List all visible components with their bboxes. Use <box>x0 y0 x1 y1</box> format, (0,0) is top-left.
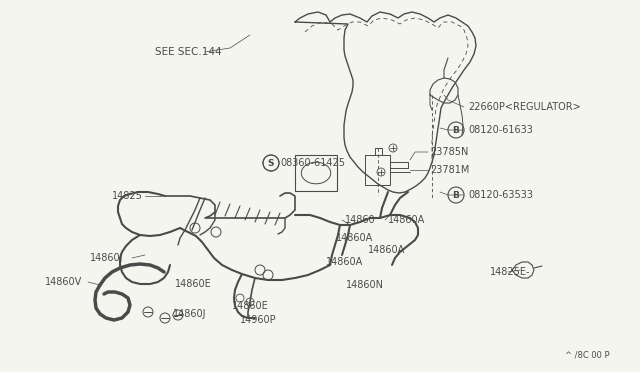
Text: 22660P<REGULATOR>: 22660P<REGULATOR> <box>468 102 580 112</box>
Text: SEE SEC.144: SEE SEC.144 <box>155 47 221 57</box>
Bar <box>295 155 337 191</box>
Text: 14860A: 14860A <box>336 233 373 243</box>
Text: 14860A: 14860A <box>388 215 425 225</box>
Text: 14860A: 14860A <box>368 245 405 255</box>
Text: 14825: 14825 <box>112 191 143 201</box>
Text: 14860E: 14860E <box>232 301 269 311</box>
Text: S: S <box>268 158 275 167</box>
Text: 14860N: 14860N <box>346 280 384 290</box>
Text: 14860E: 14860E <box>175 279 212 289</box>
Text: 08360-61425: 08360-61425 <box>280 158 345 168</box>
Text: B: B <box>452 125 460 135</box>
Text: 23785N: 23785N <box>430 147 468 157</box>
Text: 14860: 14860 <box>345 215 376 225</box>
Text: 08120-61633: 08120-61633 <box>468 125 533 135</box>
Text: 14860V: 14860V <box>45 277 83 287</box>
Text: 14860A: 14860A <box>326 257 364 267</box>
Text: ^ /8C 00 P: ^ /8C 00 P <box>565 350 610 359</box>
Text: 14960P: 14960P <box>240 315 276 325</box>
Text: 14860J: 14860J <box>173 309 207 319</box>
Text: 14825E-: 14825E- <box>490 267 531 277</box>
Text: 08120-63533: 08120-63533 <box>468 190 533 200</box>
Text: 23781M: 23781M <box>430 165 469 175</box>
Text: 14860J: 14860J <box>90 253 124 263</box>
Text: B: B <box>452 190 460 199</box>
